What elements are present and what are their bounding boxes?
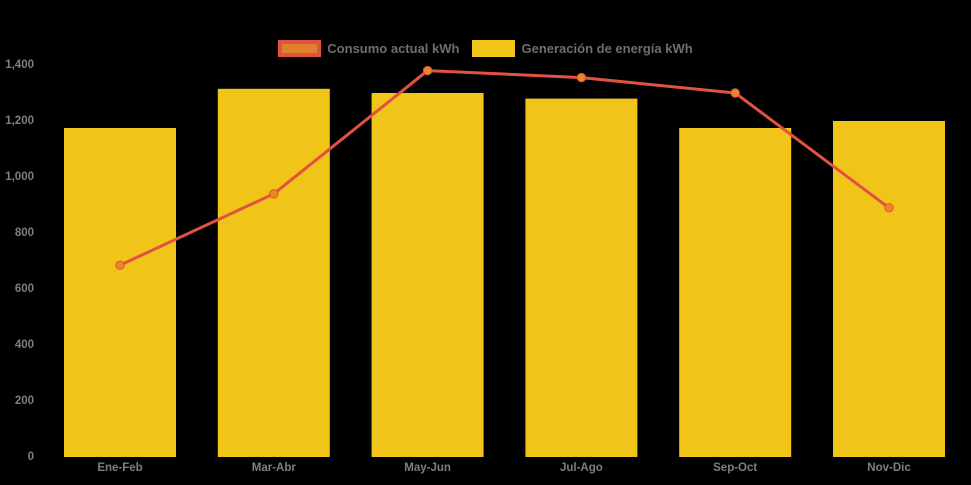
bar-Sep-Oct[interactable] <box>679 128 792 457</box>
line-marker-Ene-Feb[interactable] <box>115 260 125 270</box>
y-axis-tick-label: 1,000 <box>5 171 34 183</box>
bar-May-Jun[interactable] <box>371 93 484 457</box>
x-axis-category-label: Jul-Ago <box>560 462 603 474</box>
chart-legend: Consumo actual kWh Generación de energía… <box>0 40 971 57</box>
y-axis-tick-label: 1,200 <box>5 115 34 127</box>
line-marker-Sep-Oct[interactable] <box>730 88 740 98</box>
line-marker-Nov-Dic[interactable] <box>884 203 894 213</box>
y-axis-tick-label: 800 <box>15 227 34 239</box>
legend-label-consumo: Consumo actual kWh <box>327 41 460 56</box>
bar-Jul-Ago[interactable] <box>525 98 638 457</box>
legend-label-generacion: Generación de energía kWh <box>521 41 693 56</box>
line-series-marker-icon <box>282 44 318 53</box>
line-marker-Mar-Abr[interactable] <box>269 189 279 199</box>
x-axis-category-label: Ene-Feb <box>97 462 142 474</box>
bar-series-swatch-icon <box>472 40 516 57</box>
bar-Nov-Dic[interactable] <box>833 121 945 457</box>
x-axis-category-label: Sep-Oct <box>713 462 757 474</box>
x-axis-category-label: Nov-Dic <box>867 462 911 474</box>
y-axis-tick-label: 200 <box>15 395 34 407</box>
legend-item-generacion[interactable]: Generación de energía kWh <box>472 40 693 57</box>
x-axis-category-label: Mar-Abr <box>252 462 297 474</box>
legend-item-consumo[interactable]: Consumo actual kWh <box>278 40 459 57</box>
x-axis-category-label: May-Jun <box>404 462 451 474</box>
y-axis-tick-label: 0 <box>28 451 34 463</box>
consumption-line <box>118 69 891 267</box>
line-marker-May-Jun[interactable] <box>422 65 433 76</box>
y-axis-tick-label: 600 <box>15 283 34 295</box>
y-axis-tick-label: 400 <box>15 339 34 351</box>
y-axis-tick-label: 1,400 <box>5 59 34 71</box>
bar-Mar-Abr[interactable] <box>217 88 330 458</box>
line-marker-Jul-Ago[interactable] <box>576 72 587 83</box>
line-series-swatch-icon <box>278 40 322 57</box>
bar-Ene-Feb[interactable] <box>64 128 176 457</box>
